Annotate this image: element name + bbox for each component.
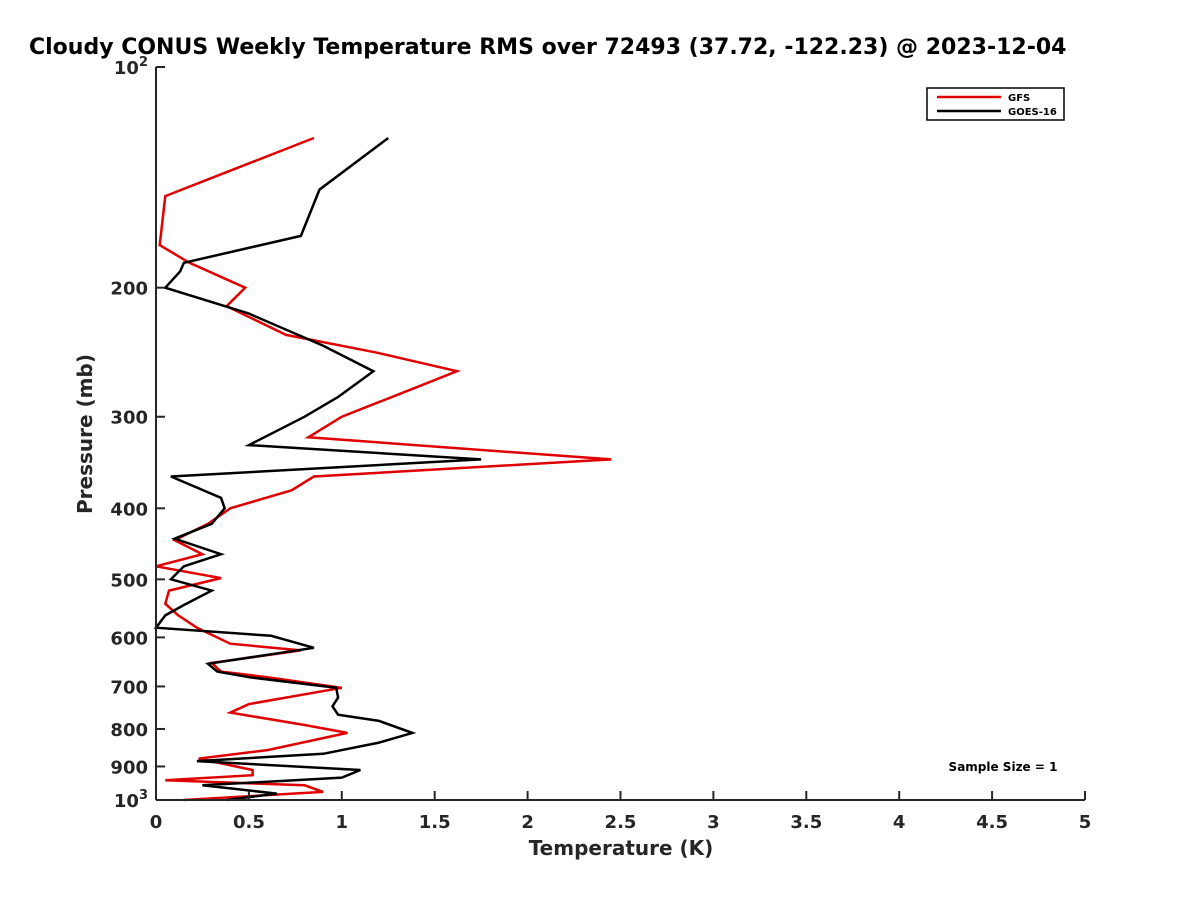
y-tick-label: 103	[114, 788, 148, 812]
x-tick-label: 3	[707, 812, 720, 833]
y-tick-label: 102	[114, 55, 148, 79]
series-line-1	[155, 136, 612, 802]
y-tick-label: 400	[110, 499, 148, 520]
x-tick-label: 3.5	[790, 812, 822, 833]
series-line-2	[153, 137, 482, 802]
y-axis-label: Pressure (mb)	[73, 354, 97, 514]
y-tick-label: 700	[110, 677, 148, 698]
y-tick-label: 200	[110, 279, 148, 300]
axes-layer: 0 0.5 1 1.5 2 2.5 3 3.5 4 4.5 5 102 200 300 400 500 600 7…	[110, 55, 1091, 833]
sample-size-annotation: Sample Size = 1	[949, 760, 1058, 774]
series-layer	[153, 136, 612, 802]
y-tick-label: 600	[110, 628, 148, 649]
y-tick-label: 800	[110, 720, 148, 741]
chart-title: Cloudy CONUS Weekly Temperature RMS over…	[29, 35, 1066, 60]
x-tick-label: 0.5	[233, 812, 265, 833]
x-tick-label: 4	[893, 812, 906, 833]
legend-label-1: GFS	[1008, 93, 1030, 104]
x-axis-label: Temperature (K)	[529, 836, 714, 860]
x-tick-label: 2	[521, 812, 534, 833]
x-tick-label: 1.5	[419, 812, 451, 833]
x-tick-label: 1	[336, 812, 349, 833]
legend-box	[926, 87, 1065, 121]
plot-area: 0 0.5 1 1.5 2 2.5 3 3.5 4 4.5 5 102 200 300 400 500 600 7…	[110, 55, 1091, 833]
y-tick-label: 500	[110, 570, 148, 591]
x-tick-label: 0	[150, 812, 163, 833]
x-tick-label: 4.5	[976, 812, 1008, 833]
y-tick-label: 900	[110, 757, 148, 778]
x-tick-label: 2.5	[605, 812, 637, 833]
y-tick-label: 300	[110, 408, 148, 429]
legend-label-2: GOES-16	[1008, 107, 1057, 118]
x-tick-label: 5	[1079, 812, 1092, 833]
legend: GFS GOES-16	[926, 87, 1065, 121]
